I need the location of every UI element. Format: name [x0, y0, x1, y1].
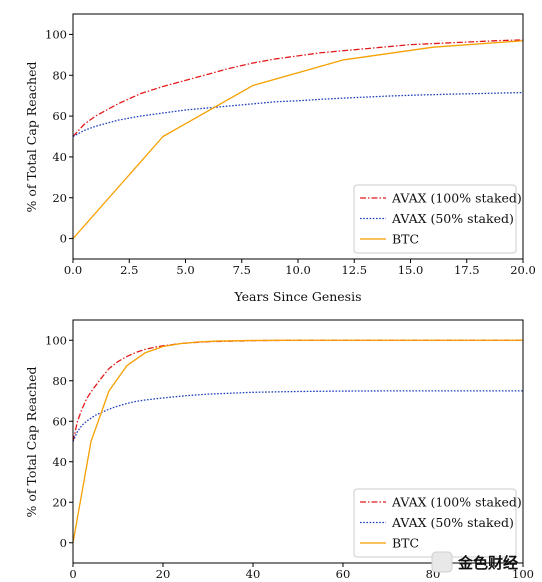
y-tick-label: 80 [52, 68, 67, 82]
y-axis-title-top: % of Total Cap Reached [24, 61, 39, 212]
legend-label: AVAX (100% staked) [391, 495, 522, 510]
x-tick-label: 2.5 [120, 263, 138, 277]
legend-label: BTC [392, 232, 419, 247]
y-tick-label: 20 [52, 495, 67, 509]
y-tick-label: 100 [45, 333, 67, 347]
watermark-logo-icon [431, 551, 453, 573]
y-tick-label: 0 [60, 232, 67, 246]
x-tick-label: 60 [336, 567, 351, 581]
x-tick-label: 17.5 [454, 263, 480, 277]
y-tick-label: 40 [52, 150, 67, 164]
chart-top: 0.0 2.5 5.0 7.5 10.0 12.5 15.0 17.5 20.0 0 20 40 60 8… [24, 13, 536, 304]
x-tick-label: 0.0 [64, 263, 82, 277]
series-line-avax-50-staked [73, 390, 523, 442]
y-axis-title-bottom: % of Total Cap Reached [24, 366, 39, 517]
x-tick-label: 20.0 [510, 263, 536, 277]
x-axis-title-top: Years Since Genesis [233, 289, 361, 304]
x-tick-label: 0 [69, 567, 76, 581]
x-tick-label: 40 [246, 567, 261, 581]
x-tick-label: 20 [156, 567, 171, 581]
plot-area-bottom [73, 339, 523, 543]
ticks-top: 0.0 2.5 5.0 7.5 10.0 12.5 15.0 17.5 20.0 0 20 40 60 8… [45, 27, 536, 277]
x-tick-label: 10.0 [285, 263, 311, 277]
x-tick-label: 15.0 [398, 263, 424, 277]
legend-box [353, 184, 517, 254]
y-tick-label: 60 [52, 109, 67, 123]
y-tick-label: 60 [52, 414, 67, 428]
y-tick-label: 40 [52, 455, 67, 469]
series-line-avax-50-staked [73, 91, 523, 138]
series-line-btc [73, 339, 523, 543]
legend-label: AVAX (50% staked) [391, 211, 514, 226]
legend-label: BTC [392, 536, 419, 551]
x-tick-label: 100 [512, 567, 534, 581]
axes-frame-bottom [72, 319, 524, 564]
legend-bottom: AVAX (100% staked) AVAX (50% staked) BTC [353, 488, 522, 558]
legend-label: AVAX (100% staked) [391, 191, 522, 206]
y-tick-label: 0 [60, 536, 67, 550]
series-line-avax-100-staked [73, 39, 523, 137]
watermark-text: 金色财经 [457, 554, 518, 572]
y-tick-label: 100 [45, 27, 67, 41]
legend-label: AVAX (50% staked) [391, 515, 514, 530]
series-line-btc [73, 40, 523, 240]
x-tick-label: 5.0 [176, 263, 194, 277]
y-tick-label: 80 [52, 374, 67, 388]
x-tick-label: 7.5 [233, 263, 251, 277]
plot-area-top [73, 39, 523, 240]
legend-top: AVAX (100% staked) AVAX (50% staked) BTC [353, 184, 522, 254]
x-tick-label: 12.5 [341, 263, 367, 277]
watermark: 金色财经 [431, 551, 518, 573]
y-tick-label: 20 [52, 191, 67, 205]
